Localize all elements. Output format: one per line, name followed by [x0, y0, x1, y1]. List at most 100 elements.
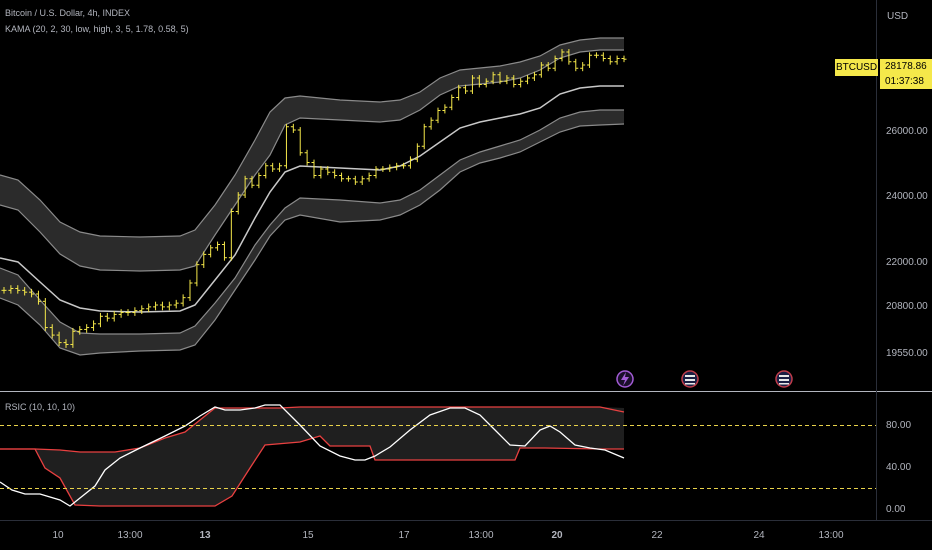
price-candle	[290, 123, 296, 133]
price-candle	[70, 327, 76, 348]
rsi-channel-fill	[0, 407, 624, 506]
price-candle	[442, 104, 448, 114]
price-candle	[249, 175, 255, 189]
price-candle	[497, 71, 503, 85]
price-candle	[297, 127, 303, 156]
price-candle	[125, 309, 131, 316]
time-tick-label: 13	[199, 530, 211, 541]
rsi-tick-label: 40.00	[886, 462, 911, 473]
price-candle	[401, 162, 407, 169]
price-candle	[580, 62, 586, 72]
price-tick-label: 19550.00	[886, 348, 928, 359]
price-candle	[263, 162, 269, 179]
time-tick-label: 13:00	[117, 530, 142, 541]
kama-legend[interactable]: KAMA (20, 2, 30, low, high, 3, 5, 1.78, …	[5, 24, 189, 34]
last-price-box: 28178.86 01:37:38	[880, 59, 932, 89]
price-candle	[387, 164, 393, 172]
price-candle	[469, 75, 475, 94]
price-candle	[621, 55, 627, 63]
price-candle	[345, 175, 351, 182]
price-candle	[242, 175, 248, 198]
time-axis[interactable]: 10 13:00 13 15 17 13:00 20 22 24 13:00	[52, 530, 844, 541]
rsi-axis[interactable]: 80.00 40.00 0.00	[886, 420, 911, 515]
price-candle	[42, 298, 48, 331]
price-candle	[531, 71, 537, 81]
price-candles	[1, 49, 627, 348]
price-candle	[97, 312, 103, 328]
price-candle	[187, 279, 193, 301]
price-candle	[256, 172, 262, 189]
price-candle	[235, 192, 241, 215]
price-candle	[29, 288, 35, 298]
time-tick-label: 13:00	[818, 530, 843, 541]
time-tick-label: 17	[398, 530, 410, 541]
price-candle	[91, 320, 97, 331]
price-candle	[511, 75, 517, 88]
price-tick-label: 22000.00	[886, 257, 928, 268]
time-tick-label: 22	[651, 530, 663, 541]
price-candle	[311, 159, 317, 179]
price-candle	[194, 261, 200, 287]
currency-label: USD	[887, 11, 908, 22]
price-tick-label: 20800.00	[886, 301, 928, 312]
time-tick-label: 20	[551, 530, 563, 541]
bar-countdown: 01:37:38	[885, 76, 924, 87]
price-candle	[84, 324, 90, 333]
price-candle	[614, 55, 620, 65]
rsi-pane	[0, 404, 625, 507]
price-candle	[366, 172, 372, 182]
price-axis[interactable]: 26000.00 24000.00 22000.00 20800.00 19550.00	[886, 126, 928, 359]
us-flag-icon[interactable]	[775, 370, 793, 388]
price-candle	[414, 143, 420, 163]
price-candle	[587, 52, 593, 68]
kama-bands	[0, 37, 625, 356]
price-candle	[132, 307, 138, 316]
price-candle	[490, 71, 496, 85]
price-candle	[8, 285, 14, 294]
price-candle	[15, 285, 21, 294]
price-candle	[56, 331, 62, 346]
price-candle	[435, 107, 441, 124]
price-candle	[49, 324, 55, 339]
price-candle	[394, 162, 400, 171]
rsi-legend[interactable]: RSIC (10, 10, 10)	[5, 402, 76, 412]
last-price-value: 28178.86	[885, 61, 927, 72]
price-candle	[600, 52, 606, 62]
price-candle	[35, 290, 41, 305]
us-flag-icon[interactable]	[681, 370, 699, 388]
time-tick-label: 10	[52, 530, 64, 541]
lightning-icon[interactable]	[616, 370, 634, 388]
price-candle	[428, 117, 434, 130]
kama-mid-line	[0, 85, 624, 313]
rsi-line	[0, 404, 625, 507]
ticker-badge: BTCUSD	[835, 59, 878, 76]
price-candle	[339, 172, 345, 182]
price-candle	[166, 301, 172, 311]
price-candle	[380, 166, 386, 172]
price-candle	[1, 287, 7, 294]
price-candle	[118, 309, 124, 318]
price-candle	[208, 244, 214, 258]
price-candle	[270, 162, 276, 172]
price-candle	[573, 58, 579, 72]
time-tick-label: 13:00	[468, 530, 493, 541]
price-candle	[221, 241, 227, 261]
price-candle	[476, 75, 482, 88]
price-candle	[559, 49, 565, 62]
upper-band-fill	[0, 38, 624, 271]
upper-band-inner	[0, 49, 624, 272]
price-candle	[593, 52, 599, 59]
time-tick-label: 24	[753, 530, 765, 541]
price-candle	[332, 169, 338, 179]
time-tick-label: 15	[302, 530, 314, 541]
price-candle	[139, 305, 145, 315]
price-candle	[359, 175, 365, 185]
price-candle	[538, 62, 544, 78]
price-candle	[607, 55, 613, 65]
price-candle	[525, 75, 531, 85]
upper-band-outer	[0, 37, 624, 238]
symbol-title[interactable]: Bitcoin / U.S. Dollar, 4h, INDEX	[5, 8, 131, 18]
price-candle	[304, 149, 310, 166]
price-candle	[421, 123, 427, 150]
